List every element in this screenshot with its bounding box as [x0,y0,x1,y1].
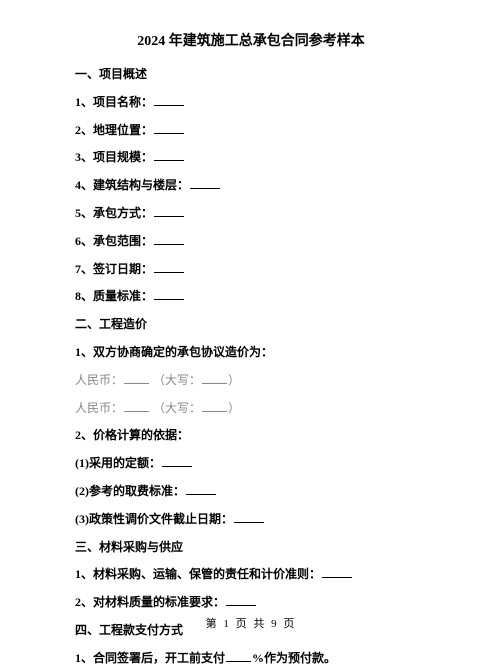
item-1-6-label: 6、承包范围： [75,234,153,248]
rmb-daxie-open-1: （大写： [153,373,201,387]
item-2-2-2: (2)参考的取费标准： [75,483,427,500]
blank-field [154,94,184,106]
item-2-2-1: (1)采用的定额： [75,455,427,472]
rmb-prefix-1: 人民币： [75,373,123,387]
section-2-header: 二、工程造价 [75,316,427,333]
blank-field [162,455,192,467]
blank-field [154,122,184,134]
item-1-6: 6、承包范围： [75,233,427,250]
item-1-3: 3、项目规模： [75,149,427,166]
item-1-8: 8、质量标准： [75,288,427,305]
blank-field [190,177,220,189]
rmb-daxie-open-2: （大写： [153,401,201,415]
blank-field [186,483,216,495]
item-1-5: 5、承包方式： [75,205,427,222]
item-1-4: 4、建筑结构与楼层： [75,177,427,194]
item-4-1-b: %作为预付款。 [252,651,336,665]
footer-a: 第 [206,618,219,630]
item-3-2-label: 2、对材料质量的标准要求： [75,595,225,609]
blank-field [154,205,184,217]
blank-field [226,594,256,606]
item-3-1: 1、材料采购、运输、保管的责任和计价准则： [75,566,427,583]
item-4-1: 1、合同签署后，开工前支付 %作为预付款。 [75,650,427,667]
item-1-1-label: 1、项目名称： [75,95,153,109]
item-1-1: 1、项目名称： [75,94,427,111]
blank-field [154,261,184,273]
page-footer: 第 1 页 共 9 页 [0,615,502,631]
rmb-daxie-close-1: ） [228,373,240,387]
footer-total: 9 [271,618,279,630]
blank-field [322,566,352,578]
blank-field [202,372,227,384]
item-4-1-a: 1、合同签署后，开工前支付 [75,651,225,665]
item-1-2-label: 2、地理位置： [75,123,153,137]
document-title: 2024 年建筑施工总承包合同参考样本 [75,30,427,50]
item-3-1-label: 1、材料采购、运输、保管的责任和计价准则： [75,567,321,581]
item-2-2-3-label: (3)政策性调价文件截止日期： [75,512,233,526]
item-1-3-label: 3、项目规模： [75,150,153,164]
rmb-prefix-2: 人民币： [75,401,123,415]
item-1-2: 2、地理位置： [75,122,427,139]
footer-c: 页 [283,618,296,630]
footer-b: 页 共 [236,618,267,630]
item-1-5-label: 5、承包方式： [75,206,153,220]
blank-field [124,400,149,412]
item-1-8-label: 8、质量标准： [75,289,153,303]
blank-field [124,372,149,384]
blank-field [154,149,184,161]
blank-field [234,511,264,523]
blank-field [202,400,227,412]
item-1-7: 7、签订日期： [75,261,427,278]
item-2-2-2-label: (2)参考的取费标准： [75,484,185,498]
footer-page: 1 [223,618,231,630]
rmb-daxie-close-2: ） [228,401,240,415]
rmb-line-1: 人民币： （大写： ） [75,372,427,389]
item-2-2-1-label: (1)采用的定额： [75,456,161,470]
item-3-2: 2、对材料质量的标准要求： [75,594,427,611]
section-3-header: 三、材料采购与供应 [75,539,427,556]
blank-field [154,288,184,300]
item-1-4-label: 4、建筑结构与楼层： [75,178,189,192]
item-1-7-label: 7、签订日期： [75,262,153,276]
item-2-2: 2、价格计算的依据： [75,427,427,444]
blank-field [226,650,251,662]
rmb-line-2: 人民币： （大写： ） [75,400,427,417]
item-2-1: 1、双方协商确定的承包协议造价为： [75,344,427,361]
item-2-2-3: (3)政策性调价文件截止日期： [75,511,427,528]
blank-field [154,233,184,245]
section-1-header: 一、项目概述 [75,66,427,83]
